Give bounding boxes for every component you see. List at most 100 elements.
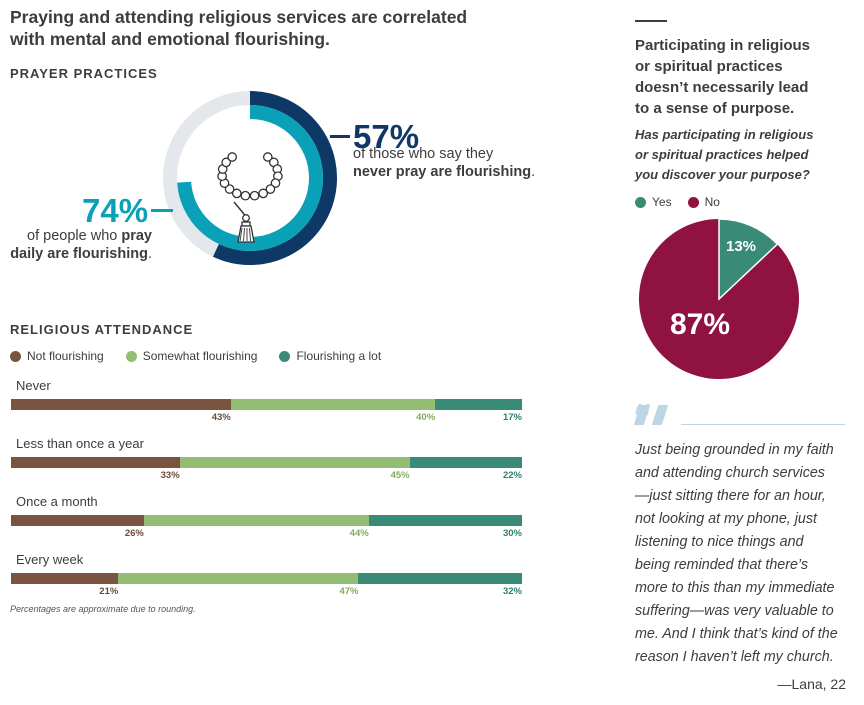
- bar-value-label: 26%: [124, 528, 144, 539]
- daily-caption-end: .: [147, 246, 152, 262]
- bar-segment: [11, 515, 144, 526]
- never-caption-end: .: [531, 164, 536, 180]
- purpose-question-line: you discover your purpose?: [635, 167, 810, 182]
- legend-dot: [10, 350, 21, 362]
- bar-segment: [230, 399, 436, 410]
- bar-segment: [368, 515, 522, 526]
- quote-line: being reminded that there’s: [635, 557, 809, 573]
- bar-segment: [435, 399, 522, 410]
- legend-label: Somewhat flourishing: [142, 349, 258, 363]
- stacked-bar: [11, 457, 522, 468]
- bar-value-labels: 26% 44% 30%: [11, 528, 522, 542]
- daily-caption-line-1: of people who: [27, 228, 122, 244]
- bead: [240, 190, 251, 201]
- bar-value-labels: 43% 40% 17%: [11, 412, 522, 426]
- bead: [231, 188, 242, 199]
- bar-segment: [179, 457, 410, 468]
- bead: [270, 178, 281, 188]
- attendance-legend: Not flourishing Somewhat flourishing Flo…: [10, 349, 381, 363]
- religious-attendance-heading: RELIGIOUS ATTENDANCE: [10, 322, 194, 337]
- quote-line: —just sitting there for an hour,: [635, 488, 826, 504]
- bar-value-label: 40%: [416, 412, 436, 423]
- legend-item-not-flourishing: Not flourishing: [10, 349, 104, 363]
- bar-segment: [11, 457, 180, 468]
- bar-value-label: 30%: [502, 528, 522, 539]
- purpose-heading-line: or spiritual practices: [635, 58, 783, 75]
- attendance-row: Every week 21% 47% 32%: [11, 552, 522, 600]
- pie-slice-yes: [718, 218, 779, 301]
- never-pray-percent: 57%: [353, 118, 420, 155]
- quote-line: suffering—was very valuable to: [635, 603, 834, 619]
- bead: [265, 184, 276, 194]
- legend-dot: [125, 350, 137, 362]
- bead: [262, 152, 273, 162]
- category-label: Every week: [16, 552, 84, 567]
- bar-value-label: 44%: [349, 528, 369, 539]
- bar-segment: [143, 515, 369, 526]
- legend-item-yes: Yes: [635, 195, 672, 209]
- bead: [249, 190, 260, 201]
- bar-value-labels: 21% 47% 32%: [11, 586, 522, 600]
- never-caption-line-1: of those who say they: [353, 146, 494, 162]
- category-label: Less than once a year: [16, 436, 144, 451]
- legend-item-flourishing-a-lot: Flourishing a lot: [279, 349, 381, 363]
- bar-value-label: 45%: [390, 470, 410, 481]
- bar-segment: [11, 573, 119, 584]
- bar-value-label: 32%: [502, 586, 522, 597]
- quote-mark-bars: [633, 405, 674, 425]
- bar-value-label: 21%: [99, 586, 119, 597]
- attendance-row: Once a month 26% 44% 30%: [11, 494, 522, 542]
- attendance-stacked-bar-chart: Never 43% 40% 17% Less than once a year 33% 45…: [11, 378, 522, 610]
- bar-value-label: 47%: [339, 586, 359, 597]
- quote-line: me. And I think that’s kind of the: [635, 626, 838, 642]
- donut-arc-pray-daily: [177, 105, 323, 251]
- legend-label: Yes: [652, 195, 672, 209]
- purpose-question-line: Has participating in religious: [635, 127, 814, 142]
- daily-caption-bold-1: pray: [121, 228, 152, 244]
- quote-line: listening to nice things and: [635, 534, 804, 550]
- bead: [224, 184, 235, 194]
- pie-label-yes: 13%: [726, 238, 756, 255]
- purpose-heading-line: Participating in religious: [635, 37, 811, 54]
- pie-label-no: 87%: [670, 308, 730, 341]
- quote-rule: [681, 424, 845, 425]
- prayer-beads-icon: [217, 152, 283, 243]
- legend-label: No: [704, 195, 720, 209]
- daily-caption-bold-2: daily are flourishing: [10, 246, 148, 262]
- bar-value-label: 17%: [502, 412, 522, 423]
- quote-attribution: —Lana, 22: [777, 676, 847, 692]
- legend-item-somewhat-flourishing: Somewhat flourishing: [125, 349, 258, 363]
- category-label: Once a month: [16, 494, 98, 509]
- daily-pray-percent: 74%: [82, 192, 149, 229]
- purpose-question: Has participating in religious or spirit…: [635, 125, 813, 185]
- bar-value-labels: 33% 45% 22%: [11, 470, 522, 484]
- bar-value-label: 22%: [502, 470, 522, 481]
- daily-pray-caption: of people who pray daily are flourishing…: [10, 227, 152, 263]
- category-label: Never: [16, 378, 51, 393]
- quote-line: Just being grounded in my faith: [635, 442, 834, 458]
- stacked-bar: [11, 515, 522, 526]
- purpose-heading-line: doesn’t necessarily lead: [635, 79, 809, 96]
- purpose-question-line: or spiritual practices helped: [635, 147, 809, 162]
- legend-label: Not flourishing: [27, 349, 104, 363]
- bead: [227, 152, 238, 162]
- page-title: Praying and attending religious services…: [10, 7, 468, 49]
- legend-dot: [635, 196, 646, 208]
- attendance-row: Never 43% 40% 17%: [11, 378, 522, 426]
- prayer-donut-chart: [163, 91, 337, 265]
- bar-segment: [11, 399, 231, 410]
- legend-item-no: No: [687, 195, 720, 209]
- quote-line: not looking at my phone, just: [635, 511, 817, 527]
- donut-arc-never-pray: [212, 91, 337, 265]
- bar-segment: [409, 457, 522, 468]
- quote-line: more to this than my immediate: [635, 580, 835, 596]
- legend-dot: [279, 350, 291, 362]
- prayer-practices-heading: PRAYER PRACTICES: [10, 66, 158, 81]
- never-pray-callout: 57%: [330, 120, 419, 153]
- bar-segment: [118, 573, 359, 584]
- purpose-pie-chart: 13% 87%: [639, 218, 799, 380]
- lana-quote: Just being grounded in my faith and atte…: [635, 439, 838, 669]
- bar-value-label: 43%: [211, 412, 231, 423]
- legend-label: Flourishing a lot: [296, 349, 382, 363]
- legend-dot: [687, 196, 699, 208]
